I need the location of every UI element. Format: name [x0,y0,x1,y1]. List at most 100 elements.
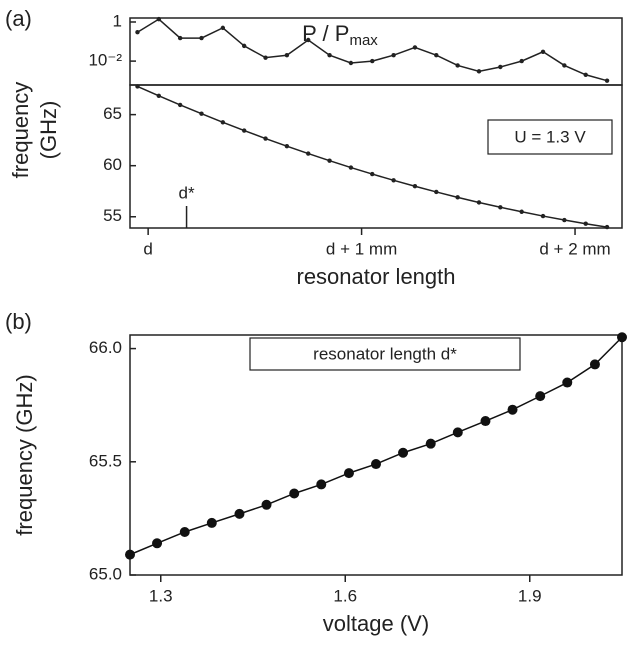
data-point [220,25,226,31]
data-point [177,35,183,41]
data-point [156,93,162,99]
data-point [519,58,524,64]
data-point [370,58,375,64]
data-point [156,16,162,22]
data-point [562,377,573,388]
y-tick-label: 65 [103,104,122,123]
data-point [604,78,610,83]
panel-title: P / Pmax [302,21,378,49]
data-point [498,205,503,210]
data-point [306,151,311,156]
y-tick-label: 66.0 [89,338,122,357]
data-point [263,55,268,60]
data-point [241,128,247,133]
data-point [434,189,439,195]
data-point [316,479,327,490]
panel-label: (b) [5,309,32,334]
data-point [220,120,226,125]
data-point [327,158,332,163]
data-point [234,508,245,519]
x-tick-label: 1.3 [149,586,173,605]
data-point [583,72,588,77]
data-point [412,184,418,189]
y-tick-label: 1 [113,11,122,30]
y-tick-label: 55 [103,206,122,225]
panel-label: (a) [5,6,32,31]
data-point [371,459,381,470]
data-point [263,136,268,141]
data-line [137,85,608,228]
data-point [562,63,567,68]
data-point [604,224,610,230]
y-axis-label: frequency (GHz) [12,374,37,535]
annotation-box [249,337,521,371]
annotation: U = 1.3 V [514,127,586,146]
data-point [398,447,409,458]
data-point [327,53,332,58]
title-subscript: max [349,32,378,49]
annotation: resonator length d* [313,344,457,363]
y-axis-label: frequency [8,82,33,179]
data-point [152,538,163,549]
marker-label: d* [179,183,195,202]
data-point [284,53,290,58]
plot-frame [129,84,623,229]
data-point [562,217,567,223]
data-point [540,213,546,219]
annotation-box [487,119,613,155]
data-point [617,332,627,343]
x-tick-label: 1.9 [518,586,542,605]
data-point [498,64,503,70]
plot-frame [129,334,623,576]
data-point [348,165,354,170]
data-point [476,200,482,205]
data-point [177,102,183,108]
data-point [125,549,135,560]
data-point [370,171,375,177]
data-point [455,195,460,200]
x-tick-label: d [143,239,152,258]
x-tick-label: d + 1 mm [326,239,397,258]
data-point [476,69,482,74]
plot-frame [129,17,623,86]
data-point [179,526,190,537]
data-point [289,488,300,499]
data-point [583,221,588,226]
y-tick-label: 65.5 [89,451,122,470]
data-point [241,43,247,49]
data-point [135,84,140,89]
data-point [540,49,546,54]
data-point [589,359,600,370]
x-axis-label: voltage (V) [323,611,429,636]
y-tick-label: 65.0 [89,564,122,583]
data-point [199,111,204,116]
y-tick-label: 10⁻² [88,51,122,70]
y-axis-label: (GHz) [36,101,61,160]
data-point [507,404,518,415]
y-tick-label: 60 [103,155,122,174]
data-point [480,416,491,427]
data-point [412,45,418,50]
data-point [199,35,204,41]
data-point [391,53,396,58]
x-tick-label: d + 2 mm [539,239,610,258]
data-point [348,60,354,66]
data-point [343,468,354,479]
data-point [306,37,311,43]
title-text: P / P [302,21,349,46]
x-tick-label: 1.6 [333,586,357,605]
data-point [261,499,272,510]
data-point [535,391,546,402]
data-point [135,30,140,35]
data-point [434,53,439,58]
data-point [519,209,524,214]
data-point [452,427,463,438]
data-point [455,63,460,68]
data-point [206,517,217,528]
data-point [391,178,396,183]
data-line [137,18,608,82]
x-axis-label: resonator length [297,264,456,289]
data-point [425,438,436,449]
